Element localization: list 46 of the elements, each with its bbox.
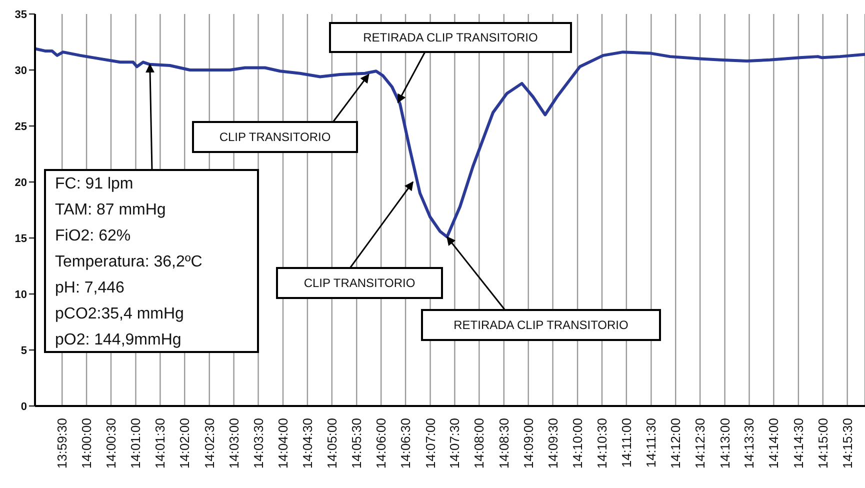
x-tick-label: 14:14:30: [790, 418, 806, 469]
x-tick-label: 14:03:00: [226, 418, 242, 469]
x-tick-label: 14:11:00: [618, 418, 634, 468]
y-tick-label: 10: [14, 288, 27, 301]
annotation: RETIRADA CLIP TRANSITORIO: [454, 318, 628, 332]
annotation: FC: 91 lpm TAM: 87 mmHg FiO2: 62% Temperatura: 36,2ºC pH: 7,446 pCO2:35,4 mmHg pO2: 144,9mmHg: [55, 176, 202, 349]
y-tick-label: 20: [14, 176, 27, 189]
x-tick-label: 14:03:30: [250, 418, 266, 469]
annotation: RETIRADA CLIP TRANSITORIO: [363, 30, 538, 45]
x-tick-label: 14:07:00: [422, 418, 438, 469]
x-tick-label: 14:08:00: [472, 418, 487, 469]
x-tick-label: 14:04:30: [300, 418, 315, 469]
x-tick-label: 14:01:30: [152, 418, 168, 469]
x-tick-label: 14:04:00: [276, 418, 290, 469]
x-tick-label: 14:02:30: [202, 418, 217, 469]
y-tick-label: 15: [14, 232, 27, 245]
x-tick-label: 14:05:30: [349, 418, 364, 469]
x-tick-label: 14:07:30: [447, 418, 462, 469]
y-tick-label: 0: [20, 400, 27, 413]
x-tick-label: 14:12:00: [668, 418, 684, 469]
y-tick-label: 5: [20, 344, 27, 357]
y-tick-label: 25: [14, 120, 27, 133]
x-tick-label: 14:12:30: [692, 418, 708, 469]
x-tick-label: 14:08:30: [496, 418, 512, 469]
x-tick-label: 13:59:30: [54, 418, 70, 469]
x-tick-label: 14:10:30: [594, 418, 610, 469]
x-tick-label: 14:05:00: [324, 418, 340, 469]
x-tick-label: 14:00:30: [103, 418, 118, 469]
x-tick-label: 14:14:00: [766, 418, 782, 469]
y-tick-label: 35: [14, 8, 27, 21]
x-tick-label: 14:09:00: [520, 418, 536, 469]
annotation: CLIP TRANSITORIO: [219, 130, 331, 144]
x-tick-label: 14:01:00: [128, 418, 144, 469]
x-tick-label: 14:13:00: [717, 418, 732, 469]
annotation: CLIP TRANSITORIO: [304, 276, 416, 290]
x-tick-label: 14:15:30: [840, 418, 855, 469]
x-tick-label: 14:02:00: [177, 418, 192, 469]
x-tick-label: 14:11:30: [644, 418, 659, 468]
x-tick-label: 14:09:30: [545, 418, 560, 469]
x-tick-label: 14:06:30: [398, 418, 414, 469]
y-tick-label: 30: [14, 64, 27, 77]
x-tick-label: 14:13:30: [742, 418, 757, 469]
x-tick-label: 14:15:00: [815, 418, 830, 469]
x-tick-label: 14:10:00: [570, 418, 586, 469]
x-tick-label: 14:06:00: [374, 418, 389, 469]
x-tick-label: 14:00:00: [79, 418, 94, 469]
